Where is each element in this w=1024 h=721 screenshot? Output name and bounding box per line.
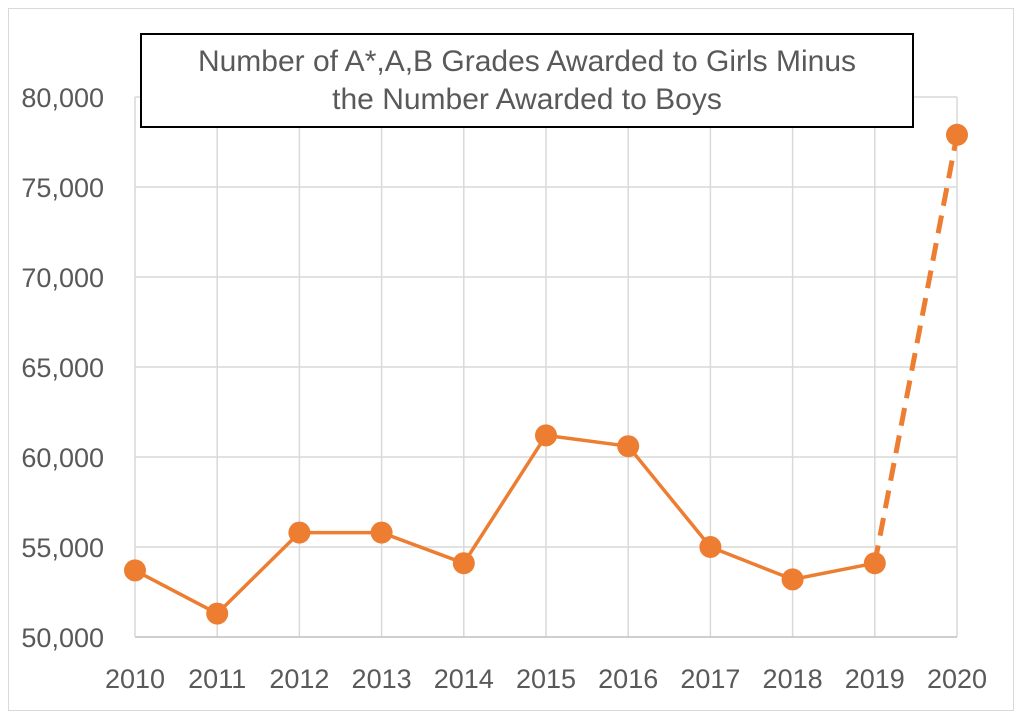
data-point (946, 123, 968, 146)
series-line-dashed (872, 134, 960, 564)
x-tick-label: 2017 (680, 664, 740, 694)
x-tick-label: 2015 (516, 664, 576, 694)
y-tick-label: 65,000 (21, 353, 104, 383)
series-line-solid (134, 433, 876, 616)
y-tick-label: 80,000 (21, 83, 104, 113)
data-point (617, 435, 640, 458)
data-point (452, 552, 475, 575)
chart-title-line-2: the Number Awarded to Boys (332, 82, 722, 116)
data-point (288, 521, 311, 544)
x-tick-label: 2012 (269, 664, 329, 694)
chart-title-line-1: Number of A*,A,B Grades Awarded to Girls… (197, 44, 857, 78)
y-tick-label: 55,000 (21, 533, 104, 563)
x-tick-label: 2011 (188, 664, 246, 694)
x-tick-labels: 2010 2011 2012 2013 2014 2015 2016 2017 2018 2019… (105, 664, 987, 694)
y-tick-label: 75,000 (21, 173, 104, 203)
data-point (206, 602, 229, 625)
y-tick-labels: 50,000 55,000 60,000 65,000 70,000 75,000 80,0… (21, 83, 104, 653)
x-tick-label: 2016 (598, 664, 658, 694)
x-tick-label: 2018 (763, 664, 823, 694)
axes (134, 97, 957, 638)
x-tick-label: 2010 (105, 664, 165, 694)
y-tick-label: 70,000 (21, 263, 104, 293)
data-point (699, 536, 722, 558)
x-tick-label: 2014 (434, 664, 494, 694)
series-layer (124, 123, 968, 625)
grid-lines (135, 96, 958, 637)
chart-title: Number of A*,A,B Grades Awarded to Girls… (140, 33, 914, 128)
x-tick-label: 2019 (845, 664, 905, 694)
data-point (535, 424, 557, 447)
data-point (781, 568, 804, 591)
data-point (863, 552, 886, 575)
x-tick-label: 2020 (927, 664, 987, 694)
y-tick-label: 50,000 (21, 623, 104, 653)
data-point (370, 521, 393, 544)
data-point (124, 559, 146, 582)
y-tick-label: 60,000 (21, 443, 104, 473)
x-tick-label: 2013 (352, 664, 412, 694)
